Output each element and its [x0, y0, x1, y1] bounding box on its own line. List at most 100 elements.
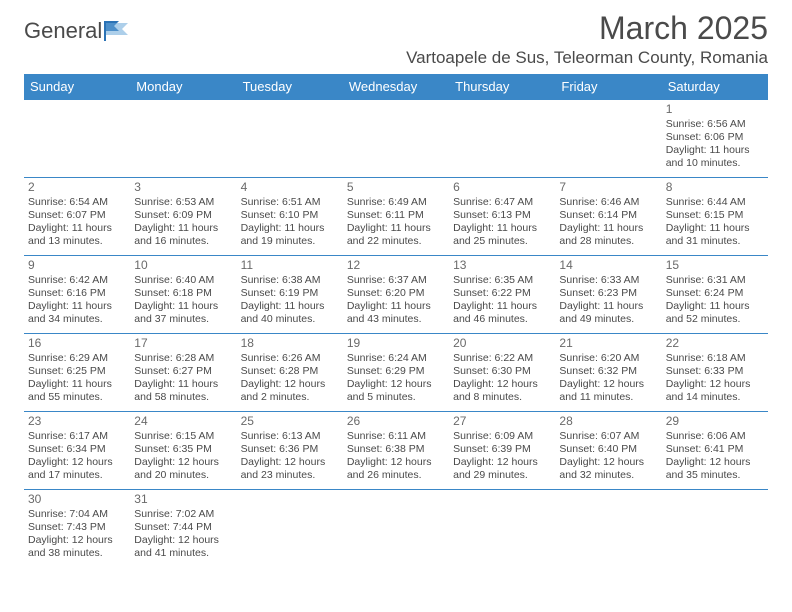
calendar-cell: 15Sunrise: 6:31 AMSunset: 6:24 PMDayligh…: [662, 255, 768, 333]
day-number: 9: [28, 258, 126, 273]
sunset-line: Sunset: 6:32 PM: [559, 365, 657, 378]
day-number: 6: [453, 180, 551, 195]
sunset-line: Sunset: 6:09 PM: [134, 209, 232, 222]
day-number: 2: [28, 180, 126, 195]
daylight-line: Daylight: 12 hours and 29 minutes.: [453, 456, 551, 482]
day-number: 29: [666, 414, 764, 429]
sunset-line: Sunset: 6:29 PM: [347, 365, 445, 378]
day-number: 3: [134, 180, 232, 195]
daylight-line: Daylight: 12 hours and 14 minutes.: [666, 378, 764, 404]
sunrise-line: Sunrise: 6:35 AM: [453, 274, 551, 287]
title-block: March 2025 Vartoapele de Sus, Teleorman …: [406, 12, 768, 68]
calendar-cell: 21Sunrise: 6:20 AMSunset: 6:32 PMDayligh…: [555, 333, 661, 411]
day-number: 14: [559, 258, 657, 273]
sunset-line: Sunset: 6:20 PM: [347, 287, 445, 300]
calendar-cell: 4Sunrise: 6:51 AMSunset: 6:10 PMDaylight…: [237, 177, 343, 255]
calendar-cell: 29Sunrise: 6:06 AMSunset: 6:41 PMDayligh…: [662, 411, 768, 489]
daylight-line: Daylight: 11 hours and 13 minutes.: [28, 222, 126, 248]
sunrise-line: Sunrise: 6:20 AM: [559, 352, 657, 365]
calendar-cell: 17Sunrise: 6:28 AMSunset: 6:27 PMDayligh…: [130, 333, 236, 411]
daylight-line: Daylight: 12 hours and 32 minutes.: [559, 456, 657, 482]
sunset-line: Sunset: 6:33 PM: [666, 365, 764, 378]
sunset-line: Sunset: 6:22 PM: [453, 287, 551, 300]
calendar-cell: 5Sunrise: 6:49 AMSunset: 6:11 PMDaylight…: [343, 177, 449, 255]
sunrise-line: Sunrise: 6:54 AM: [28, 196, 126, 209]
sunset-line: Sunset: 6:14 PM: [559, 209, 657, 222]
sunrise-line: Sunrise: 6:18 AM: [666, 352, 764, 365]
day-number: 22: [666, 336, 764, 351]
sunset-line: Sunset: 6:15 PM: [666, 209, 764, 222]
sunrise-line: Sunrise: 6:07 AM: [559, 430, 657, 443]
sunrise-line: Sunrise: 6:51 AM: [241, 196, 339, 209]
sunset-line: Sunset: 6:35 PM: [134, 443, 232, 456]
day-number: 31: [134, 492, 232, 507]
sunrise-line: Sunrise: 6:31 AM: [666, 274, 764, 287]
sunrise-line: Sunrise: 7:02 AM: [134, 508, 232, 521]
calendar-cell: 30Sunrise: 7:04 AMSunset: 7:43 PMDayligh…: [24, 489, 130, 567]
weekday-header: Sunday: [24, 74, 130, 100]
sunset-line: Sunset: 6:23 PM: [559, 287, 657, 300]
calendar-cell: 22Sunrise: 6:18 AMSunset: 6:33 PMDayligh…: [662, 333, 768, 411]
calendar-cell: [237, 489, 343, 567]
day-number: 19: [347, 336, 445, 351]
calendar-cell: [237, 99, 343, 177]
daylight-line: Daylight: 11 hours and 52 minutes.: [666, 300, 764, 326]
sunset-line: Sunset: 6:25 PM: [28, 365, 126, 378]
calendar-cell: 11Sunrise: 6:38 AMSunset: 6:19 PMDayligh…: [237, 255, 343, 333]
daylight-line: Daylight: 12 hours and 41 minutes.: [134, 534, 232, 560]
sunset-line: Sunset: 6:36 PM: [241, 443, 339, 456]
sunset-line: Sunset: 6:34 PM: [28, 443, 126, 456]
sunrise-line: Sunrise: 6:42 AM: [28, 274, 126, 287]
sunset-line: Sunset: 6:19 PM: [241, 287, 339, 300]
day-number: 4: [241, 180, 339, 195]
daylight-line: Daylight: 12 hours and 38 minutes.: [28, 534, 126, 560]
calendar-week-row: 2Sunrise: 6:54 AMSunset: 6:07 PMDaylight…: [24, 177, 768, 255]
calendar-cell: [343, 99, 449, 177]
day-number: 20: [453, 336, 551, 351]
calendar-cell: 14Sunrise: 6:33 AMSunset: 6:23 PMDayligh…: [555, 255, 661, 333]
calendar-week-row: 16Sunrise: 6:29 AMSunset: 6:25 PMDayligh…: [24, 333, 768, 411]
month-title: March 2025: [406, 12, 768, 46]
calendar-cell: [130, 99, 236, 177]
day-number: 8: [666, 180, 764, 195]
calendar-cell: 19Sunrise: 6:24 AMSunset: 6:29 PMDayligh…: [343, 333, 449, 411]
calendar-cell: 12Sunrise: 6:37 AMSunset: 6:20 PMDayligh…: [343, 255, 449, 333]
sunset-line: Sunset: 6:18 PM: [134, 287, 232, 300]
weekday-header: Wednesday: [343, 74, 449, 100]
calendar-week-row: 1Sunrise: 6:56 AMSunset: 6:06 PMDaylight…: [24, 99, 768, 177]
calendar-cell: 13Sunrise: 6:35 AMSunset: 6:22 PMDayligh…: [449, 255, 555, 333]
sunset-line: Sunset: 6:10 PM: [241, 209, 339, 222]
day-number: 10: [134, 258, 232, 273]
calendar-cell: 23Sunrise: 6:17 AMSunset: 6:34 PMDayligh…: [24, 411, 130, 489]
sunset-line: Sunset: 6:38 PM: [347, 443, 445, 456]
daylight-line: Daylight: 11 hours and 25 minutes.: [453, 222, 551, 248]
calendar-cell: 26Sunrise: 6:11 AMSunset: 6:38 PMDayligh…: [343, 411, 449, 489]
sunrise-line: Sunrise: 6:56 AM: [666, 118, 764, 131]
daylight-line: Daylight: 11 hours and 55 minutes.: [28, 378, 126, 404]
sunset-line: Sunset: 6:27 PM: [134, 365, 232, 378]
sunset-line: Sunset: 6:40 PM: [559, 443, 657, 456]
sunrise-line: Sunrise: 6:38 AM: [241, 274, 339, 287]
daylight-line: Daylight: 11 hours and 46 minutes.: [453, 300, 551, 326]
day-number: 5: [347, 180, 445, 195]
calendar-cell: 24Sunrise: 6:15 AMSunset: 6:35 PMDayligh…: [130, 411, 236, 489]
day-number: 13: [453, 258, 551, 273]
weekday-header: Thursday: [449, 74, 555, 100]
calendar-header-row: SundayMondayTuesdayWednesdayThursdayFrid…: [24, 74, 768, 100]
calendar-cell: 16Sunrise: 6:29 AMSunset: 6:25 PMDayligh…: [24, 333, 130, 411]
calendar-cell: [555, 489, 661, 567]
day-number: 24: [134, 414, 232, 429]
sunset-line: Sunset: 6:11 PM: [347, 209, 445, 222]
calendar-table: SundayMondayTuesdayWednesdayThursdayFrid…: [24, 74, 768, 568]
weekday-header: Tuesday: [237, 74, 343, 100]
day-number: 17: [134, 336, 232, 351]
sunrise-line: Sunrise: 6:17 AM: [28, 430, 126, 443]
sunrise-line: Sunrise: 6:13 AM: [241, 430, 339, 443]
daylight-line: Daylight: 12 hours and 26 minutes.: [347, 456, 445, 482]
sunrise-line: Sunrise: 6:46 AM: [559, 196, 657, 209]
logo-flag-icon: [104, 21, 130, 41]
daylight-line: Daylight: 11 hours and 31 minutes.: [666, 222, 764, 248]
daylight-line: Daylight: 12 hours and 8 minutes.: [453, 378, 551, 404]
day-number: 11: [241, 258, 339, 273]
sunset-line: Sunset: 7:44 PM: [134, 521, 232, 534]
